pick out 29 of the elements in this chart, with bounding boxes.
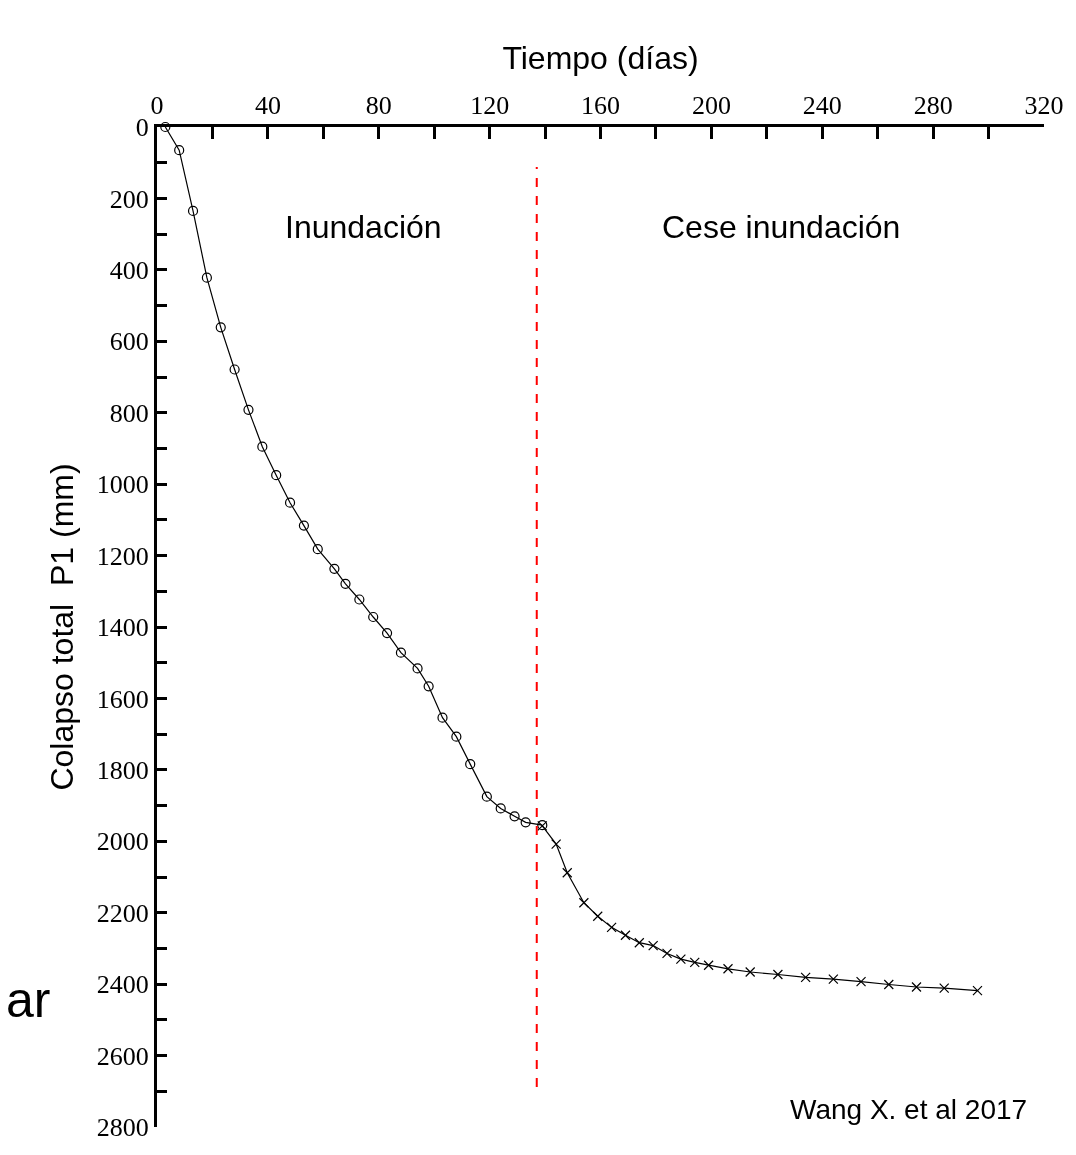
- x-tick-label: 280: [913, 90, 953, 120]
- y-tick-label: 0: [135, 113, 149, 143]
- y-axis-title: Colapso total P1 (mm): [44, 463, 81, 791]
- y-tick-label: 1000: [96, 470, 149, 500]
- y-tick-label: 1600: [96, 684, 149, 714]
- x-tick-label: 200: [691, 90, 731, 120]
- annotation: Wang X. et al 2017: [790, 1094, 1028, 1125]
- y-tick-label: 2000: [96, 827, 149, 857]
- y-tick-label: 2200: [96, 898, 149, 928]
- text: ar: [6, 972, 51, 1028]
- y-tick-label: 2400: [96, 970, 149, 1000]
- x-tick-label: 120: [470, 90, 510, 120]
- y-tick-label: 1800: [96, 755, 149, 785]
- y-tick-label: 200: [109, 184, 149, 214]
- x-tick-label: 240: [802, 90, 842, 120]
- annotation: Cese inundación: [662, 209, 901, 245]
- y-tick-label: 1200: [96, 541, 149, 571]
- x-tick-label: 40: [254, 90, 281, 120]
- annotation: Inundación: [285, 209, 442, 245]
- y-tick-label: 800: [109, 398, 149, 428]
- x-tick-label: 80: [365, 90, 392, 120]
- y-tick-label: 1400: [96, 613, 149, 643]
- x-axis-title: Tiempo (días): [502, 39, 699, 76]
- y-tick-label: 600: [109, 327, 149, 357]
- y-tick-label: 400: [109, 255, 149, 285]
- y-tick-label: 2800: [96, 1113, 149, 1143]
- x-tick-label: 320: [1024, 90, 1064, 120]
- x-tick-label: 160: [581, 90, 620, 120]
- y-tick-label: 2600: [96, 1041, 149, 1071]
